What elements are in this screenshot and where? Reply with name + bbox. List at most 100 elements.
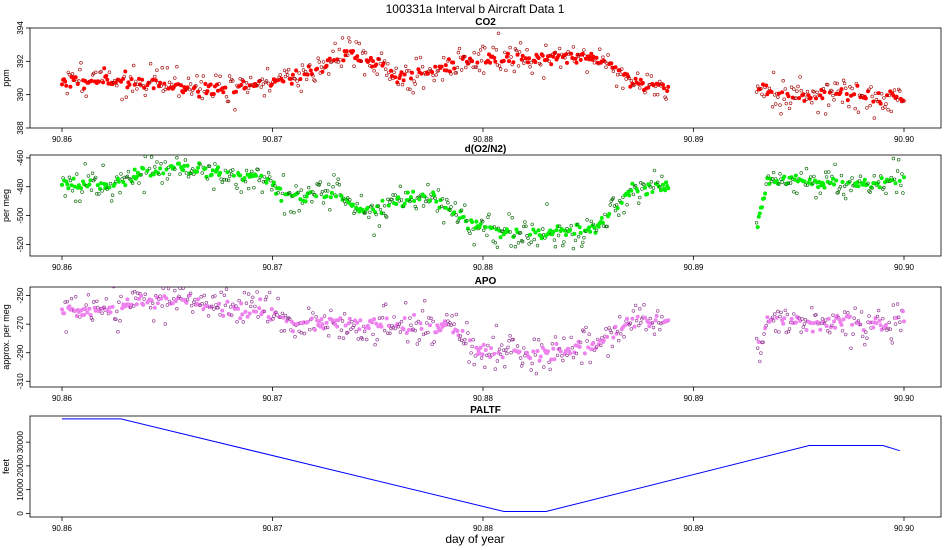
- data-point: [382, 328, 387, 333]
- data-point: [355, 320, 360, 325]
- data-point: [327, 72, 331, 76]
- data-point: [526, 236, 530, 241]
- data-point: [266, 315, 271, 320]
- data-point: [532, 237, 536, 242]
- data-point: [552, 357, 557, 362]
- data-point: [482, 228, 486, 233]
- data-point: [762, 196, 767, 201]
- data-point: [631, 309, 636, 313]
- data-point: [408, 87, 412, 92]
- data-point: [553, 245, 558, 249]
- data-point: [459, 338, 464, 343]
- data-point: [821, 86, 826, 91]
- data-point: [633, 184, 638, 188]
- data-point: [853, 106, 857, 111]
- data-point: [858, 322, 863, 327]
- data-point: [580, 244, 584, 249]
- data-point: [889, 337, 893, 341]
- data-point: [560, 354, 564, 358]
- data-point: [898, 89, 902, 93]
- data-point: [285, 73, 290, 77]
- x-tick-label: 90.87: [262, 135, 283, 144]
- data-point: [613, 324, 618, 329]
- data-point: [782, 97, 786, 101]
- data-point: [255, 290, 259, 294]
- data-point: [895, 169, 900, 173]
- data-point: [242, 176, 247, 181]
- data-point: [624, 77, 628, 81]
- data-point: [218, 74, 222, 79]
- data-point: [561, 358, 565, 363]
- data-point: [443, 63, 448, 68]
- data-point: [847, 104, 851, 109]
- data-point: [315, 66, 320, 71]
- data-point: [471, 338, 475, 342]
- data-point: [529, 368, 533, 372]
- data-point: [585, 70, 589, 74]
- data-point: [631, 192, 636, 197]
- data-point: [477, 68, 482, 73]
- data-point: [85, 310, 90, 315]
- x-tick-label: 90.87: [262, 524, 283, 533]
- data-point: [343, 202, 348, 206]
- data-point: [393, 75, 398, 80]
- data-point: [596, 224, 601, 229]
- data-point: [142, 190, 146, 195]
- data-point: [856, 319, 861, 323]
- data-point: [222, 293, 227, 297]
- data-point: [487, 212, 491, 217]
- data-point: [535, 257, 538, 260]
- data-point: [92, 177, 97, 181]
- data-point: [520, 53, 525, 58]
- data-point: [654, 313, 659, 318]
- data-point: [350, 320, 354, 324]
- data-point: [107, 70, 112, 74]
- data-point: [401, 327, 406, 332]
- data-point: [163, 322, 168, 326]
- data-point: [404, 330, 409, 335]
- data-point: [877, 185, 882, 190]
- y-tick-label: -290: [16, 344, 25, 361]
- data-point: [358, 318, 363, 323]
- data-point: [406, 87, 410, 91]
- data-point: [129, 77, 134, 82]
- data-point: [519, 239, 524, 243]
- data-point: [65, 299, 70, 304]
- data-point: [845, 98, 850, 103]
- data-point: [212, 187, 216, 192]
- data-point: [538, 63, 543, 67]
- data-point: [644, 327, 648, 332]
- data-point: [842, 81, 847, 86]
- data-point: [224, 178, 229, 182]
- data-point: [265, 66, 270, 71]
- data-point: [227, 312, 232, 317]
- data-point: [464, 65, 468, 70]
- data-point: [865, 89, 870, 94]
- data-point: [530, 361, 534, 366]
- data-point: [104, 297, 109, 301]
- data-point: [442, 55, 446, 60]
- data-point: [462, 341, 466, 346]
- data-point: [260, 77, 264, 81]
- data-point: [453, 201, 457, 205]
- data-point: [327, 56, 332, 61]
- data-point: [144, 87, 149, 92]
- data-point: [399, 319, 404, 324]
- data-point: [606, 53, 610, 57]
- data-point: [778, 103, 782, 107]
- data-point: [810, 329, 815, 334]
- data-point: [833, 325, 838, 330]
- data-point: [68, 84, 73, 89]
- data-point: [135, 87, 139, 91]
- data-point: [404, 64, 408, 69]
- data-point: [104, 182, 109, 187]
- data-point: [344, 49, 349, 54]
- data-point: [385, 73, 389, 78]
- data-point: [898, 320, 902, 324]
- data-point: [258, 297, 263, 302]
- data-point: [93, 70, 98, 75]
- panel-o2n2: d(O2/N2) per meg 90.86 90.87 90.88 90.89 90.90…: [1, 144, 942, 272]
- data-point: [812, 174, 816, 179]
- data-point: [446, 201, 450, 205]
- data-point: [563, 56, 567, 60]
